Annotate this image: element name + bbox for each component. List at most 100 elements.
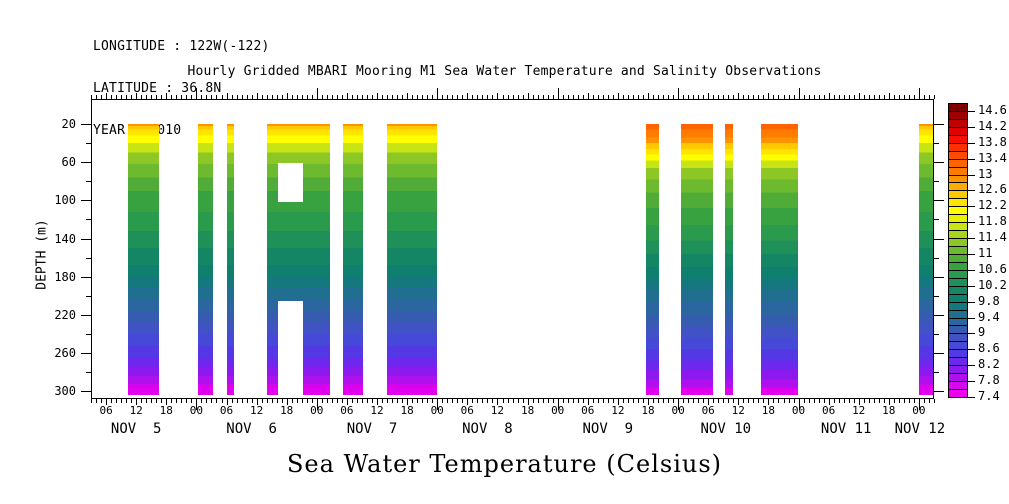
x-tick <box>924 399 925 403</box>
x-tick <box>713 95 715 99</box>
x-tick <box>457 95 459 99</box>
x-tick <box>858 93 860 99</box>
date-label: NOV 7 <box>346 421 398 437</box>
x-tick <box>913 399 915 403</box>
x-tick <box>778 399 780 403</box>
x-tick <box>241 399 243 403</box>
date-label: NOV 8 <box>462 421 513 437</box>
x-tick <box>522 95 524 99</box>
x-tick <box>266 95 268 99</box>
hour-label: 00 <box>912 404 926 417</box>
x-tick <box>91 95 92 99</box>
y-tick <box>934 257 939 259</box>
x-tick <box>678 399 680 410</box>
x-tick <box>632 399 634 403</box>
x-tick <box>622 95 624 99</box>
hour-label: 06 <box>460 404 474 417</box>
x-tick <box>838 399 840 403</box>
x-tick <box>903 95 905 99</box>
y-tick <box>934 314 944 316</box>
x-tick <box>246 399 248 403</box>
x-tick <box>201 95 203 99</box>
colorbar-tick <box>968 397 975 398</box>
x-tick <box>231 95 233 99</box>
metadata-block: LONGITUDE : 122W(-122) LATITUDE : 36.8N … <box>93 12 270 166</box>
x-tick <box>753 399 755 403</box>
colorbar-tick <box>968 285 975 287</box>
x-tick <box>527 399 529 405</box>
colorbar-label: 13.8 <box>978 134 1007 149</box>
colorbar-tick <box>968 254 975 255</box>
x-tick <box>868 95 870 99</box>
x-tick <box>372 95 373 99</box>
x-tick <box>382 95 383 99</box>
x-tick <box>346 93 348 99</box>
colorbar-label: 11.8 <box>978 214 1007 229</box>
x-tick <box>111 399 113 403</box>
temperature-band <box>197 124 213 395</box>
temperature-band <box>387 124 438 395</box>
y-tick <box>934 162 944 164</box>
x-tick <box>873 399 875 403</box>
x-tick <box>743 399 745 403</box>
colorbar-label: 7.8 <box>978 373 1000 388</box>
x-tick <box>407 399 409 405</box>
x-tick <box>562 399 564 403</box>
x-tick <box>387 95 389 99</box>
x-tick <box>492 95 494 99</box>
x-tick <box>688 399 690 403</box>
x-tick <box>537 399 539 403</box>
x-tick <box>823 95 825 99</box>
x-tick <box>502 399 504 403</box>
x-tick <box>286 399 288 405</box>
x-tick <box>763 399 765 403</box>
x-tick <box>231 399 233 403</box>
x-tick <box>858 399 860 405</box>
x-tick <box>557 88 559 99</box>
x-tick <box>823 399 825 403</box>
x-tick <box>502 95 504 99</box>
hour-label: 12 <box>852 404 866 417</box>
depth-label: 60 <box>61 155 76 170</box>
x-tick <box>929 95 930 99</box>
colorbar-tick <box>968 365 975 367</box>
x-tick <box>306 95 308 99</box>
x-tick <box>522 399 524 403</box>
y-tick <box>81 124 91 125</box>
colorbar-tick <box>968 349 975 351</box>
x-tick <box>868 399 870 403</box>
x-tick <box>517 95 519 99</box>
y-tick <box>86 181 91 183</box>
hour-label: 18 <box>761 404 776 417</box>
colorbar-tick <box>968 269 975 271</box>
x-tick <box>863 399 865 403</box>
hour-label: 18 <box>882 404 896 417</box>
x-tick <box>778 95 780 99</box>
x-tick <box>843 95 845 99</box>
x-tick <box>482 399 484 403</box>
hour-label: 06 <box>340 404 354 417</box>
colorbar-label: 10.6 <box>978 261 1007 276</box>
x-tick <box>291 95 293 99</box>
hour-label: 06 <box>99 404 113 417</box>
x-tick <box>853 399 855 403</box>
hour-label: 18 <box>159 404 173 417</box>
y-tick <box>81 162 91 164</box>
x-tick <box>898 95 900 99</box>
x-tick <box>617 93 619 99</box>
temperature-band <box>646 124 659 395</box>
hour-label: 06 <box>219 404 234 417</box>
x-tick <box>176 399 178 403</box>
x-tick <box>878 399 880 403</box>
x-tick <box>462 95 464 99</box>
x-tick <box>437 399 439 410</box>
x-tick <box>326 95 328 99</box>
x-tick <box>723 399 725 403</box>
temperature-band <box>342 124 363 395</box>
x-tick <box>281 399 283 403</box>
colorbar-label: 12.6 <box>978 182 1007 197</box>
x-tick <box>191 95 193 99</box>
colorbar-tick <box>968 333 975 335</box>
x-tick <box>758 95 760 99</box>
x-tick <box>241 95 243 99</box>
